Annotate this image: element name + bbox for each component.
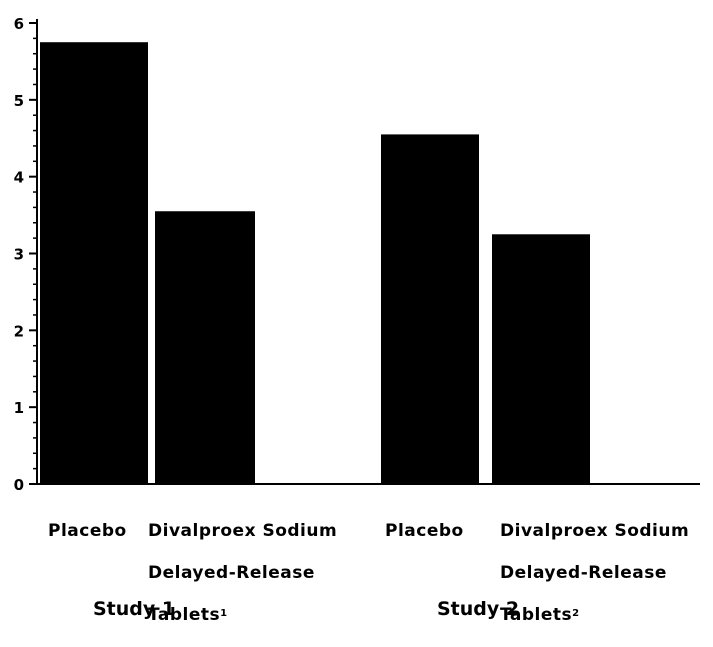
bar-study2-placebo xyxy=(381,134,479,485)
category-label-line: Divalproex Sodium xyxy=(148,521,338,541)
y-tick-label: 5 xyxy=(14,92,24,110)
study-label-1: Study 1 xyxy=(93,598,176,620)
bar-chart: 0 1 2 3 4 5 6 xyxy=(14,15,700,494)
bar-study1-divalproex xyxy=(155,211,255,484)
footnote-marker: 1 xyxy=(220,608,228,619)
y-tick-label: 4 xyxy=(14,169,24,187)
y-tick-label: 3 xyxy=(14,246,24,264)
y-tick-label: 6 xyxy=(14,15,24,33)
category-label-line: Divalproex Sodium xyxy=(500,521,690,541)
category-label-line: Delayed-Release xyxy=(500,563,667,583)
y-tick-label: 0 xyxy=(14,476,24,494)
category-label-line: Placebo xyxy=(48,521,127,541)
study-label-2: Study 2 xyxy=(437,598,520,620)
footnote-marker: 2 xyxy=(572,608,580,619)
category-label-study1-placebo: Placebo xyxy=(48,500,127,542)
category-label-study2-placebo: Placebo xyxy=(385,500,464,542)
category-label-line: Delayed-Release xyxy=(148,563,315,583)
bars xyxy=(40,42,590,485)
category-label-study1-divalproex: Divalproex Sodium Delayed-Release Tablet… xyxy=(148,500,337,647)
category-label-line: Tablets2 xyxy=(500,605,580,625)
y-tick-label: 1 xyxy=(14,399,24,417)
category-label-line: Placebo xyxy=(385,521,464,541)
bar-study1-placebo xyxy=(40,42,148,484)
category-label-line: Tablets1 xyxy=(148,605,228,625)
category-label-study2-divalproex: Divalproex Sodium Delayed-Release Tablet… xyxy=(500,500,689,647)
bar-study2-divalproex xyxy=(492,234,590,484)
y-tick-label: 2 xyxy=(14,322,24,340)
